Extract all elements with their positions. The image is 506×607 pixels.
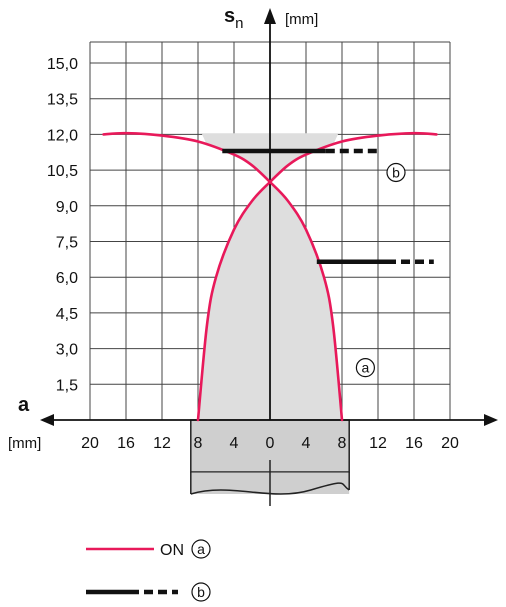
x-tick-label: 12 [153, 435, 171, 452]
marker-b-circle [386, 162, 406, 183]
legend-marker-a-letter: a [197, 541, 205, 557]
x-tick-label: 12 [369, 435, 387, 452]
axes [40, 8, 498, 426]
on-curve-1 [196, 131, 438, 422]
series-b-bars [222, 148, 434, 264]
x-tick-label: 0 [266, 435, 275, 452]
x-tick-label: 8 [194, 435, 203, 452]
x-tick-label: 4 [302, 435, 311, 452]
y-axis-arrow [264, 8, 276, 24]
legend-label-on: ON [160, 542, 184, 559]
x-axis-arrow-right [484, 414, 498, 426]
y-axis-title-subscript: n [235, 15, 243, 32]
y-axis-title: sn [224, 5, 243, 32]
legend-marker-b-circle [191, 582, 211, 602]
on-curve-2 [102, 131, 344, 422]
series-on-curves [102, 131, 438, 422]
x-tick-label: 16 [405, 435, 423, 452]
marker-a-letter: a [362, 360, 370, 376]
y-tick-label: 9,0 [56, 199, 78, 216]
y-tick-label: 3,0 [56, 342, 78, 359]
x-tick-label: 20 [81, 435, 99, 452]
y-tick-label: 1,5 [56, 377, 78, 394]
x-tick-label: 4 [230, 435, 239, 452]
y-axis-unit: [mm] [285, 11, 318, 28]
x-axis-unit: [mm] [8, 435, 41, 452]
y-tick-label: 7,5 [56, 235, 78, 252]
y-tick-label: 15,0 [47, 56, 78, 73]
x-axis-title: a [18, 394, 30, 416]
legend: ON a b [86, 539, 211, 602]
curve-markers: ab [355, 162, 406, 378]
y-tick-label: 12,0 [47, 127, 78, 144]
legend-marker-a-circle [191, 539, 211, 559]
y-tick-label: 10,5 [47, 163, 78, 180]
x-tick-label: 20 [441, 435, 459, 452]
sensor-break-line [190, 482, 350, 495]
sensor-body [190, 419, 350, 506]
legend-marker-b-letter: b [197, 584, 205, 600]
x-tick-label: 16 [117, 435, 135, 452]
x-axis-arrow-left [40, 414, 54, 426]
y-tick-label: 4,5 [56, 306, 78, 323]
y-tick-label: 13,5 [47, 92, 78, 109]
tick-labels: 1,5 3,0 4,5 6,0 7,5 9,0 10,5 12,0 13,5 15,0 20 16 12… [47, 56, 459, 452]
x-tick-label: 8 [338, 435, 347, 452]
marker-a-circle [355, 358, 375, 378]
y-tick-label: 6,0 [56, 270, 78, 287]
marker-b-letter: b [392, 164, 400, 180]
